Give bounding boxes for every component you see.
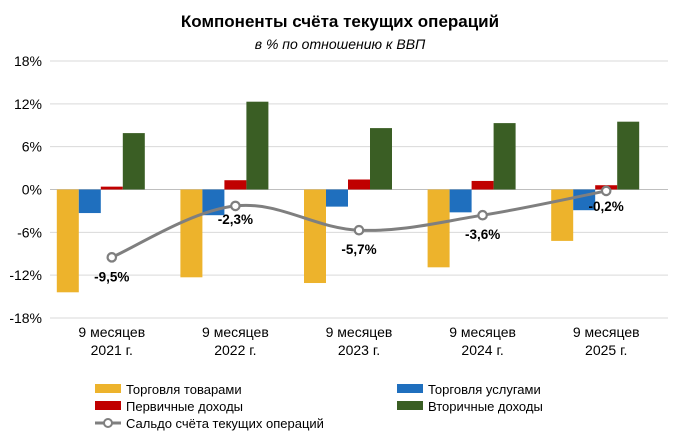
bar: [100, 186, 123, 190]
bar: [617, 121, 640, 190]
balance-line: [106, 185, 612, 263]
bar: [348, 179, 370, 190]
data-labels: -9,5% -2,3% -5,7% -3,6% -0,2%: [94, 199, 624, 284]
y-tick-label: 12%: [14, 96, 42, 112]
balance-marker: [477, 209, 488, 221]
data-label: -0,2%: [589, 199, 624, 214]
y-tick-label: -12%: [9, 267, 42, 283]
legend-swatch: [397, 384, 423, 393]
data-label: -9,5%: [94, 269, 129, 284]
x-tick-label: 9 месяцев 2023 г.: [326, 324, 393, 358]
bar: [224, 180, 247, 190]
bar: [493, 123, 516, 190]
data-label: -2,3%: [218, 212, 253, 227]
balance-marker: [230, 200, 241, 212]
bar: [427, 189, 450, 268]
x-tick-label: 9 месяцев 2024 г.: [449, 324, 516, 358]
bar: [56, 189, 79, 293]
y-tick-label: 0%: [22, 182, 42, 198]
legend-swatch: [95, 401, 121, 410]
x-tick-label: 9 месяцев 2021 г.: [78, 324, 145, 358]
y-tick-label: 6%: [22, 139, 42, 155]
legend-swatch: [95, 384, 121, 393]
y-tick-label: -18%: [9, 310, 42, 326]
balance-marker: [600, 185, 612, 197]
balance-marker: [106, 252, 118, 263]
x-tick-label: 9 месяцев 2022 г.: [202, 324, 269, 358]
legend: Торговля товарами Торговля услугами Первич…: [95, 382, 543, 431]
bar: [304, 189, 326, 284]
bar: [471, 180, 494, 190]
bar: [326, 189, 348, 207]
chart-title: Компоненты счёта текущих операций: [181, 12, 499, 31]
bar: [78, 189, 101, 214]
bar: [449, 189, 472, 213]
bars: [56, 101, 640, 293]
y-tick-label: 18%: [14, 53, 42, 69]
bar: [370, 128, 392, 190]
y-tick-label: -6%: [17, 224, 42, 240]
data-label: -5,7%: [341, 242, 376, 257]
bar: [180, 189, 203, 278]
legend-label: Вторичные доходы: [428, 399, 543, 414]
legend-swatch: [397, 401, 423, 410]
axis-ticks: 18% 12% 6% 0% -6% -12% -18% 9 месяцев 2021 г. 9 м…: [9, 53, 639, 358]
balance-marker: [353, 224, 365, 236]
x-tick-label: 9 месяцев 2025 г.: [573, 324, 640, 358]
data-label: -3,6%: [465, 227, 500, 242]
legend-label: Торговля товарами: [126, 382, 242, 397]
bar: [122, 133, 145, 190]
chart-subtitle: в % по отношению к ВВП: [255, 36, 426, 52]
legend-marker: [103, 418, 113, 428]
bar: [246, 101, 269, 190]
legend-label: Первичные доходы: [126, 399, 243, 414]
legend-label: Сальдо счёта текущих операций: [126, 416, 324, 431]
legend-label: Торговля услугами: [428, 382, 541, 397]
